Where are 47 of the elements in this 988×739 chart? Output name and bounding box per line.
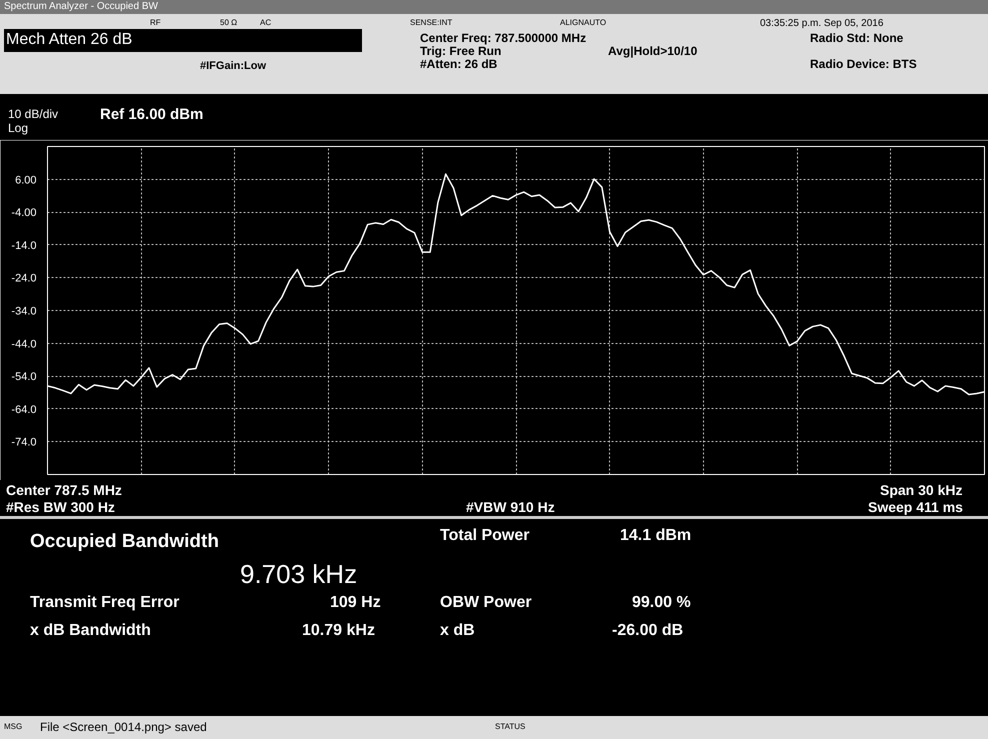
text: Log bbox=[8, 120, 28, 137]
text: #Res BW 300 Hz bbox=[6, 498, 115, 517]
text: 109 Hz bbox=[330, 593, 381, 613]
text: Radio Device: BTS bbox=[810, 56, 917, 73]
y-tick-label: -44.0 bbox=[11, 338, 37, 350]
text: Total Power bbox=[440, 526, 530, 546]
text: #VBW 910 Hz bbox=[466, 498, 555, 517]
text: 14.1 dBm bbox=[620, 526, 692, 546]
y-tick-label: -64.0 bbox=[11, 404, 37, 416]
y-tick-label: 6.00 bbox=[15, 174, 37, 186]
text: 10.79 kHz bbox=[302, 621, 375, 641]
chart-title: Spectrum Analyzer - Occupied BW bbox=[0, 0, 988, 14]
y-tick-label: -14.0 bbox=[11, 240, 37, 252]
text: Mech Atten 26 dB bbox=[4, 29, 362, 52]
text: Transmit Freq Error bbox=[30, 593, 180, 613]
text: #Atten: 26 dB bbox=[420, 57, 498, 73]
text: 50 Ω bbox=[220, 17, 238, 28]
text: Sweep 411 ms bbox=[868, 498, 963, 517]
text: SENSE:INT bbox=[410, 17, 452, 28]
text: 99.00 % bbox=[632, 593, 691, 613]
text: #IFGain:Low bbox=[200, 59, 266, 74]
y-tick-label: -54.0 bbox=[11, 371, 37, 384]
y-tick-label: -34.0 bbox=[11, 306, 37, 318]
text: OBW Power bbox=[440, 593, 532, 613]
text: Span 30 kHz bbox=[880, 481, 962, 500]
text: AC bbox=[260, 17, 272, 28]
y-tick-label: -24.0 bbox=[11, 272, 37, 285]
y-tick-label: -74.0 bbox=[11, 436, 37, 449]
text: 03:35:25 p.m. Sep 05, 2016 bbox=[760, 17, 884, 31]
text: Radio Std: None bbox=[810, 30, 904, 47]
text: Avg|Hold>10/10 bbox=[608, 43, 698, 60]
text: Center 787.5 MHz bbox=[6, 481, 122, 500]
text: ALIGNAUTO bbox=[560, 17, 606, 28]
y-tick-label: -4.00 bbox=[11, 207, 37, 220]
text: RF bbox=[150, 17, 161, 28]
text: STATUS bbox=[495, 721, 526, 732]
text: 9.703 kHz bbox=[240, 558, 358, 591]
text: MSG bbox=[4, 721, 22, 732]
text: Ref 16.00 dBm bbox=[100, 105, 204, 125]
text: Occupied Bandwidth bbox=[30, 530, 219, 554]
text: 10 dB/div bbox=[8, 106, 58, 123]
text: x dB bbox=[440, 621, 475, 641]
text: File <Screen_0014.png> saved bbox=[40, 719, 207, 736]
text: Trig: Free Run bbox=[420, 44, 502, 59]
text: x dB Bandwidth bbox=[30, 621, 151, 641]
text: Center Freq: 787.500000 MHz bbox=[420, 30, 586, 46]
text: -26.00 dB bbox=[612, 621, 684, 641]
